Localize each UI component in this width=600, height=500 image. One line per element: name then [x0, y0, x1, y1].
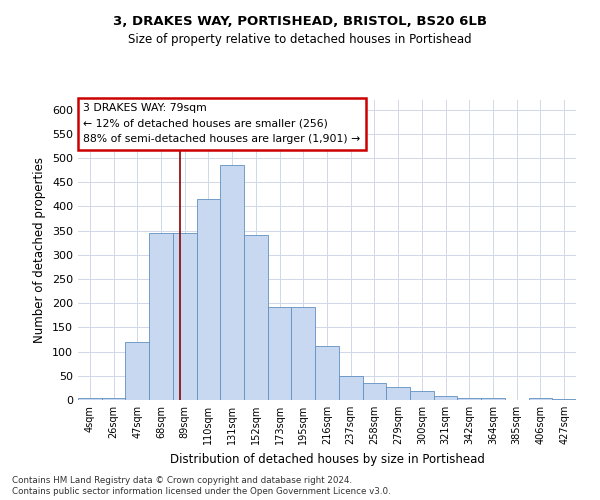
Bar [125, 342, 149, 400]
Bar [362, 383, 386, 400]
Text: 3 DRAKES WAY: 79sqm
← 12% of detached houses are smaller (256)
88% of semi-detac: 3 DRAKES WAY: 79sqm ← 12% of detached ho… [83, 103, 360, 144]
Text: Contains HM Land Registry data © Crown copyright and database right 2024.: Contains HM Land Registry data © Crown c… [12, 476, 352, 485]
Bar [244, 236, 268, 400]
Bar [173, 233, 197, 400]
Text: 3, DRAKES WAY, PORTISHEAD, BRISTOL, BS20 6LB: 3, DRAKES WAY, PORTISHEAD, BRISTOL, BS20… [113, 15, 487, 28]
Bar [102, 398, 125, 400]
Bar [197, 199, 220, 400]
Bar [292, 307, 315, 400]
Bar [434, 396, 457, 400]
Bar [481, 398, 505, 400]
Y-axis label: Number of detached properties: Number of detached properties [34, 157, 46, 343]
Bar [457, 398, 481, 400]
Bar [315, 346, 339, 400]
Bar [78, 398, 102, 400]
Text: Size of property relative to detached houses in Portishead: Size of property relative to detached ho… [128, 32, 472, 46]
Bar [149, 233, 173, 400]
Bar [268, 307, 292, 400]
Bar [410, 392, 434, 400]
Bar [386, 388, 410, 400]
X-axis label: Distribution of detached houses by size in Portishead: Distribution of detached houses by size … [170, 452, 484, 466]
Bar [552, 398, 576, 400]
Bar [339, 376, 362, 400]
Bar [220, 166, 244, 400]
Text: Contains public sector information licensed under the Open Government Licence v3: Contains public sector information licen… [12, 487, 391, 496]
Bar [529, 398, 552, 400]
